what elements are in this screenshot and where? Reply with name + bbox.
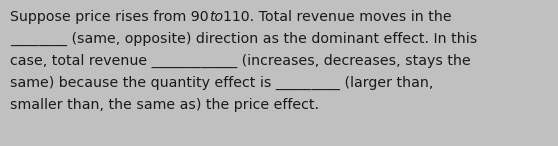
Text: to: to xyxy=(209,10,223,24)
Text: same) because the quantity effect is _________ (larger than,: same) because the quantity effect is ___… xyxy=(10,76,434,90)
Text: 110. Total revenue moves in the: 110. Total revenue moves in the xyxy=(223,10,451,24)
Text: case, total revenue ____________ (increases, decreases, stays the: case, total revenue ____________ (increa… xyxy=(10,54,471,68)
Text: ________ (same, opposite) direction as the dominant effect. In this: ________ (same, opposite) direction as t… xyxy=(10,32,477,46)
Text: Suppose price rises from 90: Suppose price rises from 90 xyxy=(10,10,209,24)
Text: smaller than, the same as) the price effect.: smaller than, the same as) the price eff… xyxy=(10,98,319,112)
